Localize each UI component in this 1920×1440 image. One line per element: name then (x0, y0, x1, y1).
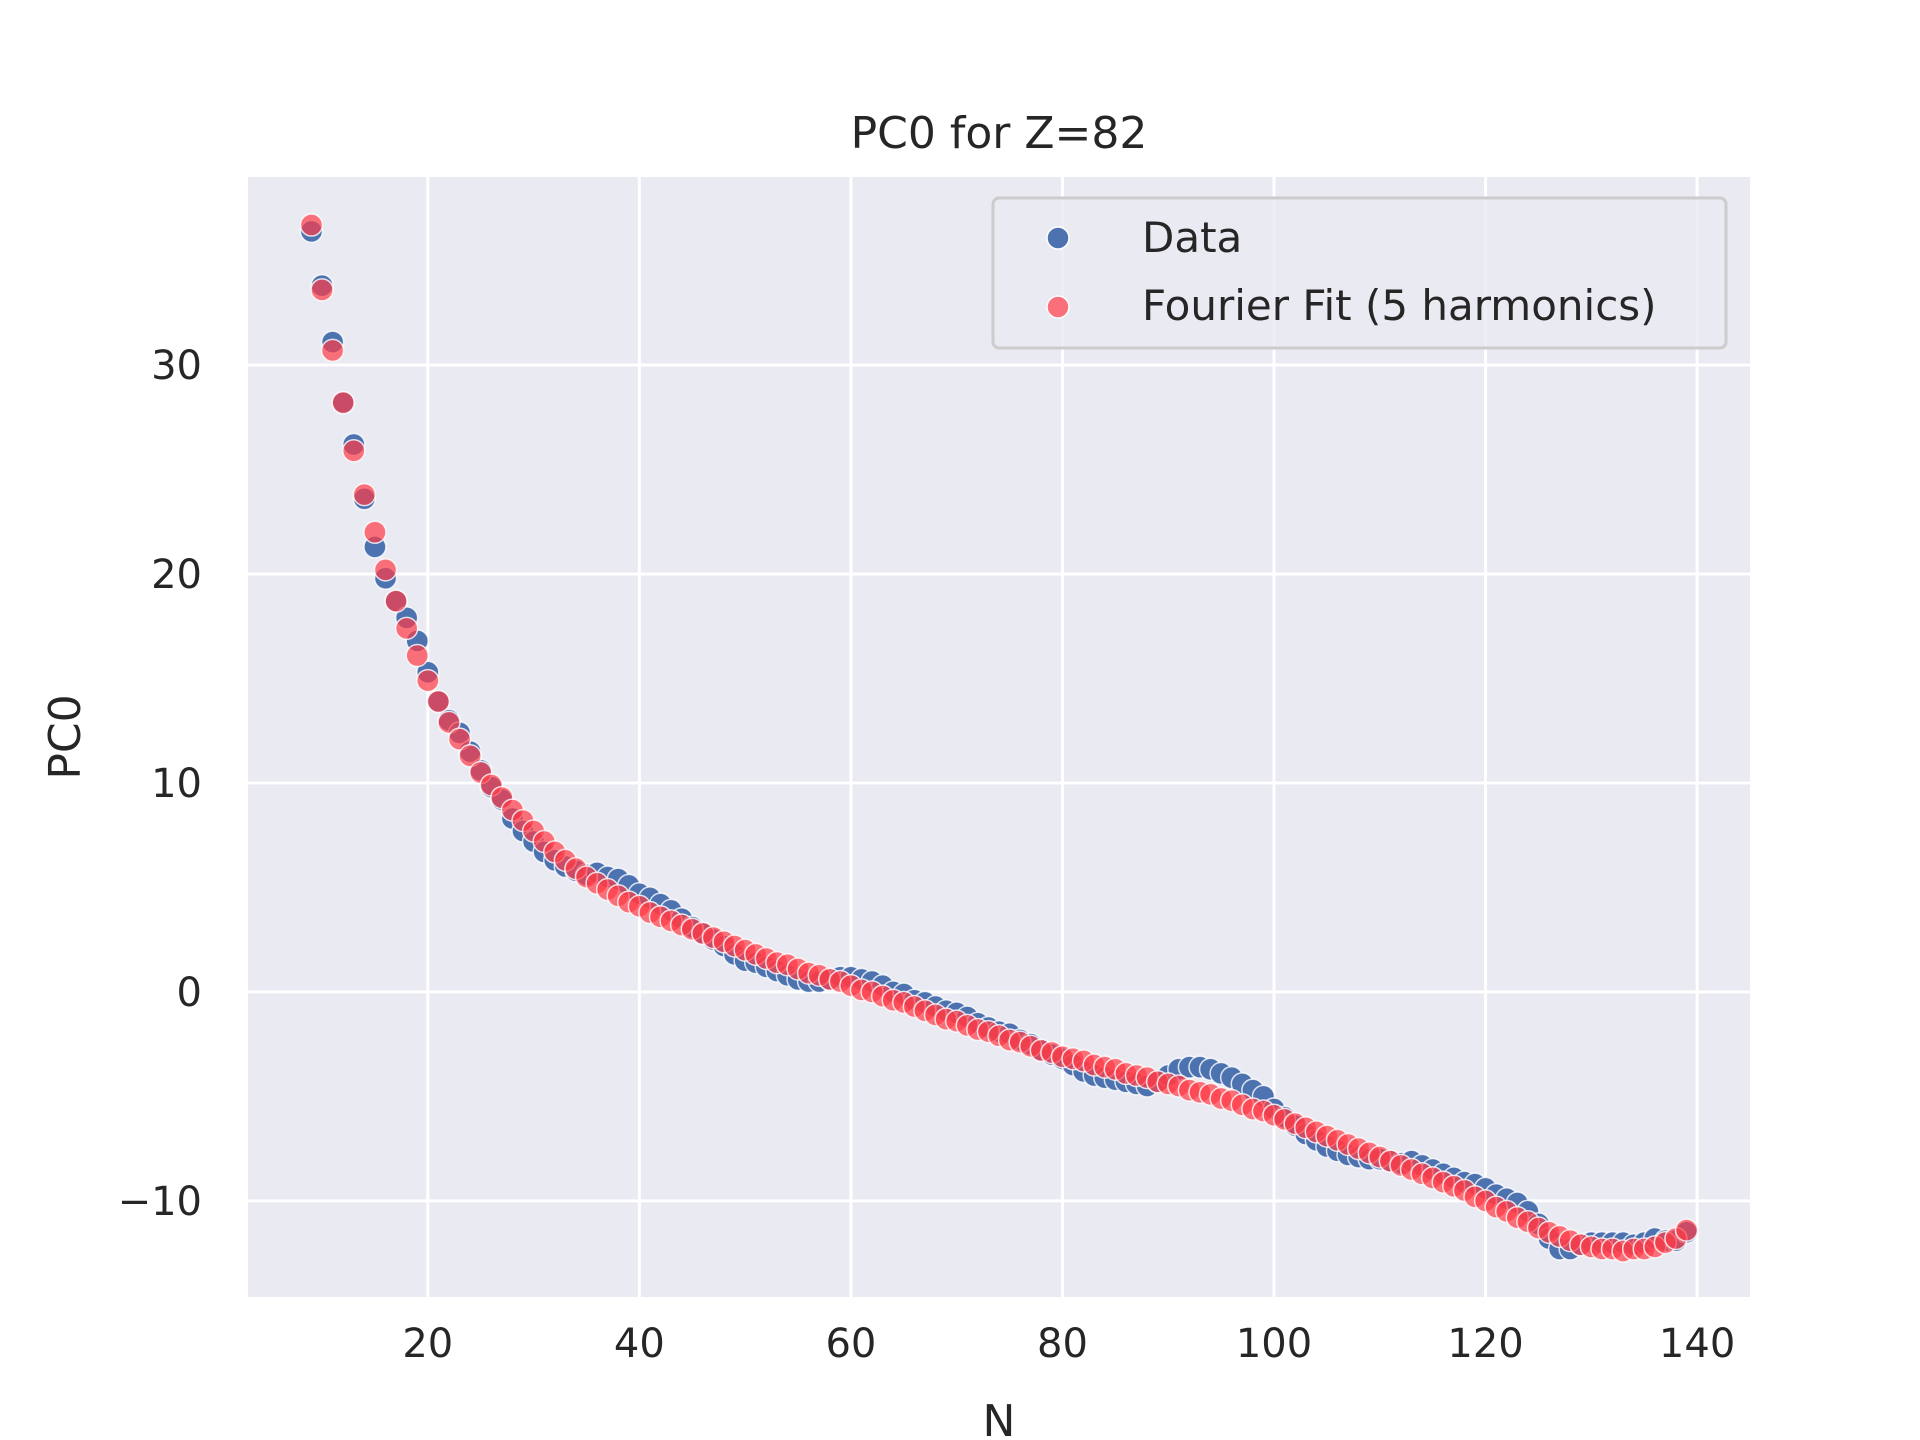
scatter-series (299, 213, 1699, 1263)
series-1 (299, 213, 1699, 1263)
y-tick-label: 0 (177, 970, 202, 1016)
legend-box (991, 196, 1728, 350)
fit-point (384, 589, 408, 613)
x-tick-label: 120 (1447, 1321, 1523, 1367)
legend-marker-data (1046, 226, 1070, 250)
fit-point (405, 643, 429, 668)
x-tick-label: 80 (1037, 1321, 1088, 1367)
fit-point (1674, 1218, 1699, 1242)
fit-point (416, 668, 440, 693)
y-tick-label: −10 (118, 1179, 202, 1225)
y-axis-label: PC0 (40, 694, 91, 779)
fit-point (458, 744, 482, 768)
fit-point (342, 438, 366, 463)
fit-point (331, 390, 355, 415)
x-tick-label: 40 (614, 1321, 665, 1367)
legend-label-data: Data (1142, 213, 1242, 262)
x-tick-label: 60 (825, 1321, 876, 1367)
chart-title: PC0 for Z=82 (851, 108, 1148, 159)
legend-marker-fit (1046, 295, 1070, 319)
fit-point (352, 482, 377, 507)
y-tick-label: 10 (151, 761, 202, 807)
x-tick-label: 100 (1236, 1321, 1312, 1367)
fit-point (363, 520, 387, 544)
fit-point (394, 616, 419, 641)
y-tick-labels: −10 0 10 20 30 (118, 343, 202, 1225)
x-tick-label: 140 (1659, 1321, 1735, 1367)
fit-point (373, 558, 398, 582)
y-tick-label: 20 (151, 552, 202, 598)
fit-point (320, 338, 345, 363)
legend: Data Fourier Fit (5 harmonics) (991, 196, 1728, 350)
fit-point (447, 727, 472, 751)
x-tick-label: 20 (402, 1321, 453, 1367)
legend-label-fit: Fourier Fit (5 harmonics) (1142, 281, 1657, 330)
y-tick-label: 30 (151, 343, 202, 389)
x-axis-label: N (983, 1396, 1016, 1440)
fit-point (426, 689, 451, 714)
grid-lines (248, 177, 1750, 1297)
x-tick-labels: 20 40 60 80 100 120 140 (402, 1321, 1735, 1367)
fit-point (310, 278, 334, 302)
fit-point (437, 710, 461, 735)
fit-point (299, 213, 324, 237)
